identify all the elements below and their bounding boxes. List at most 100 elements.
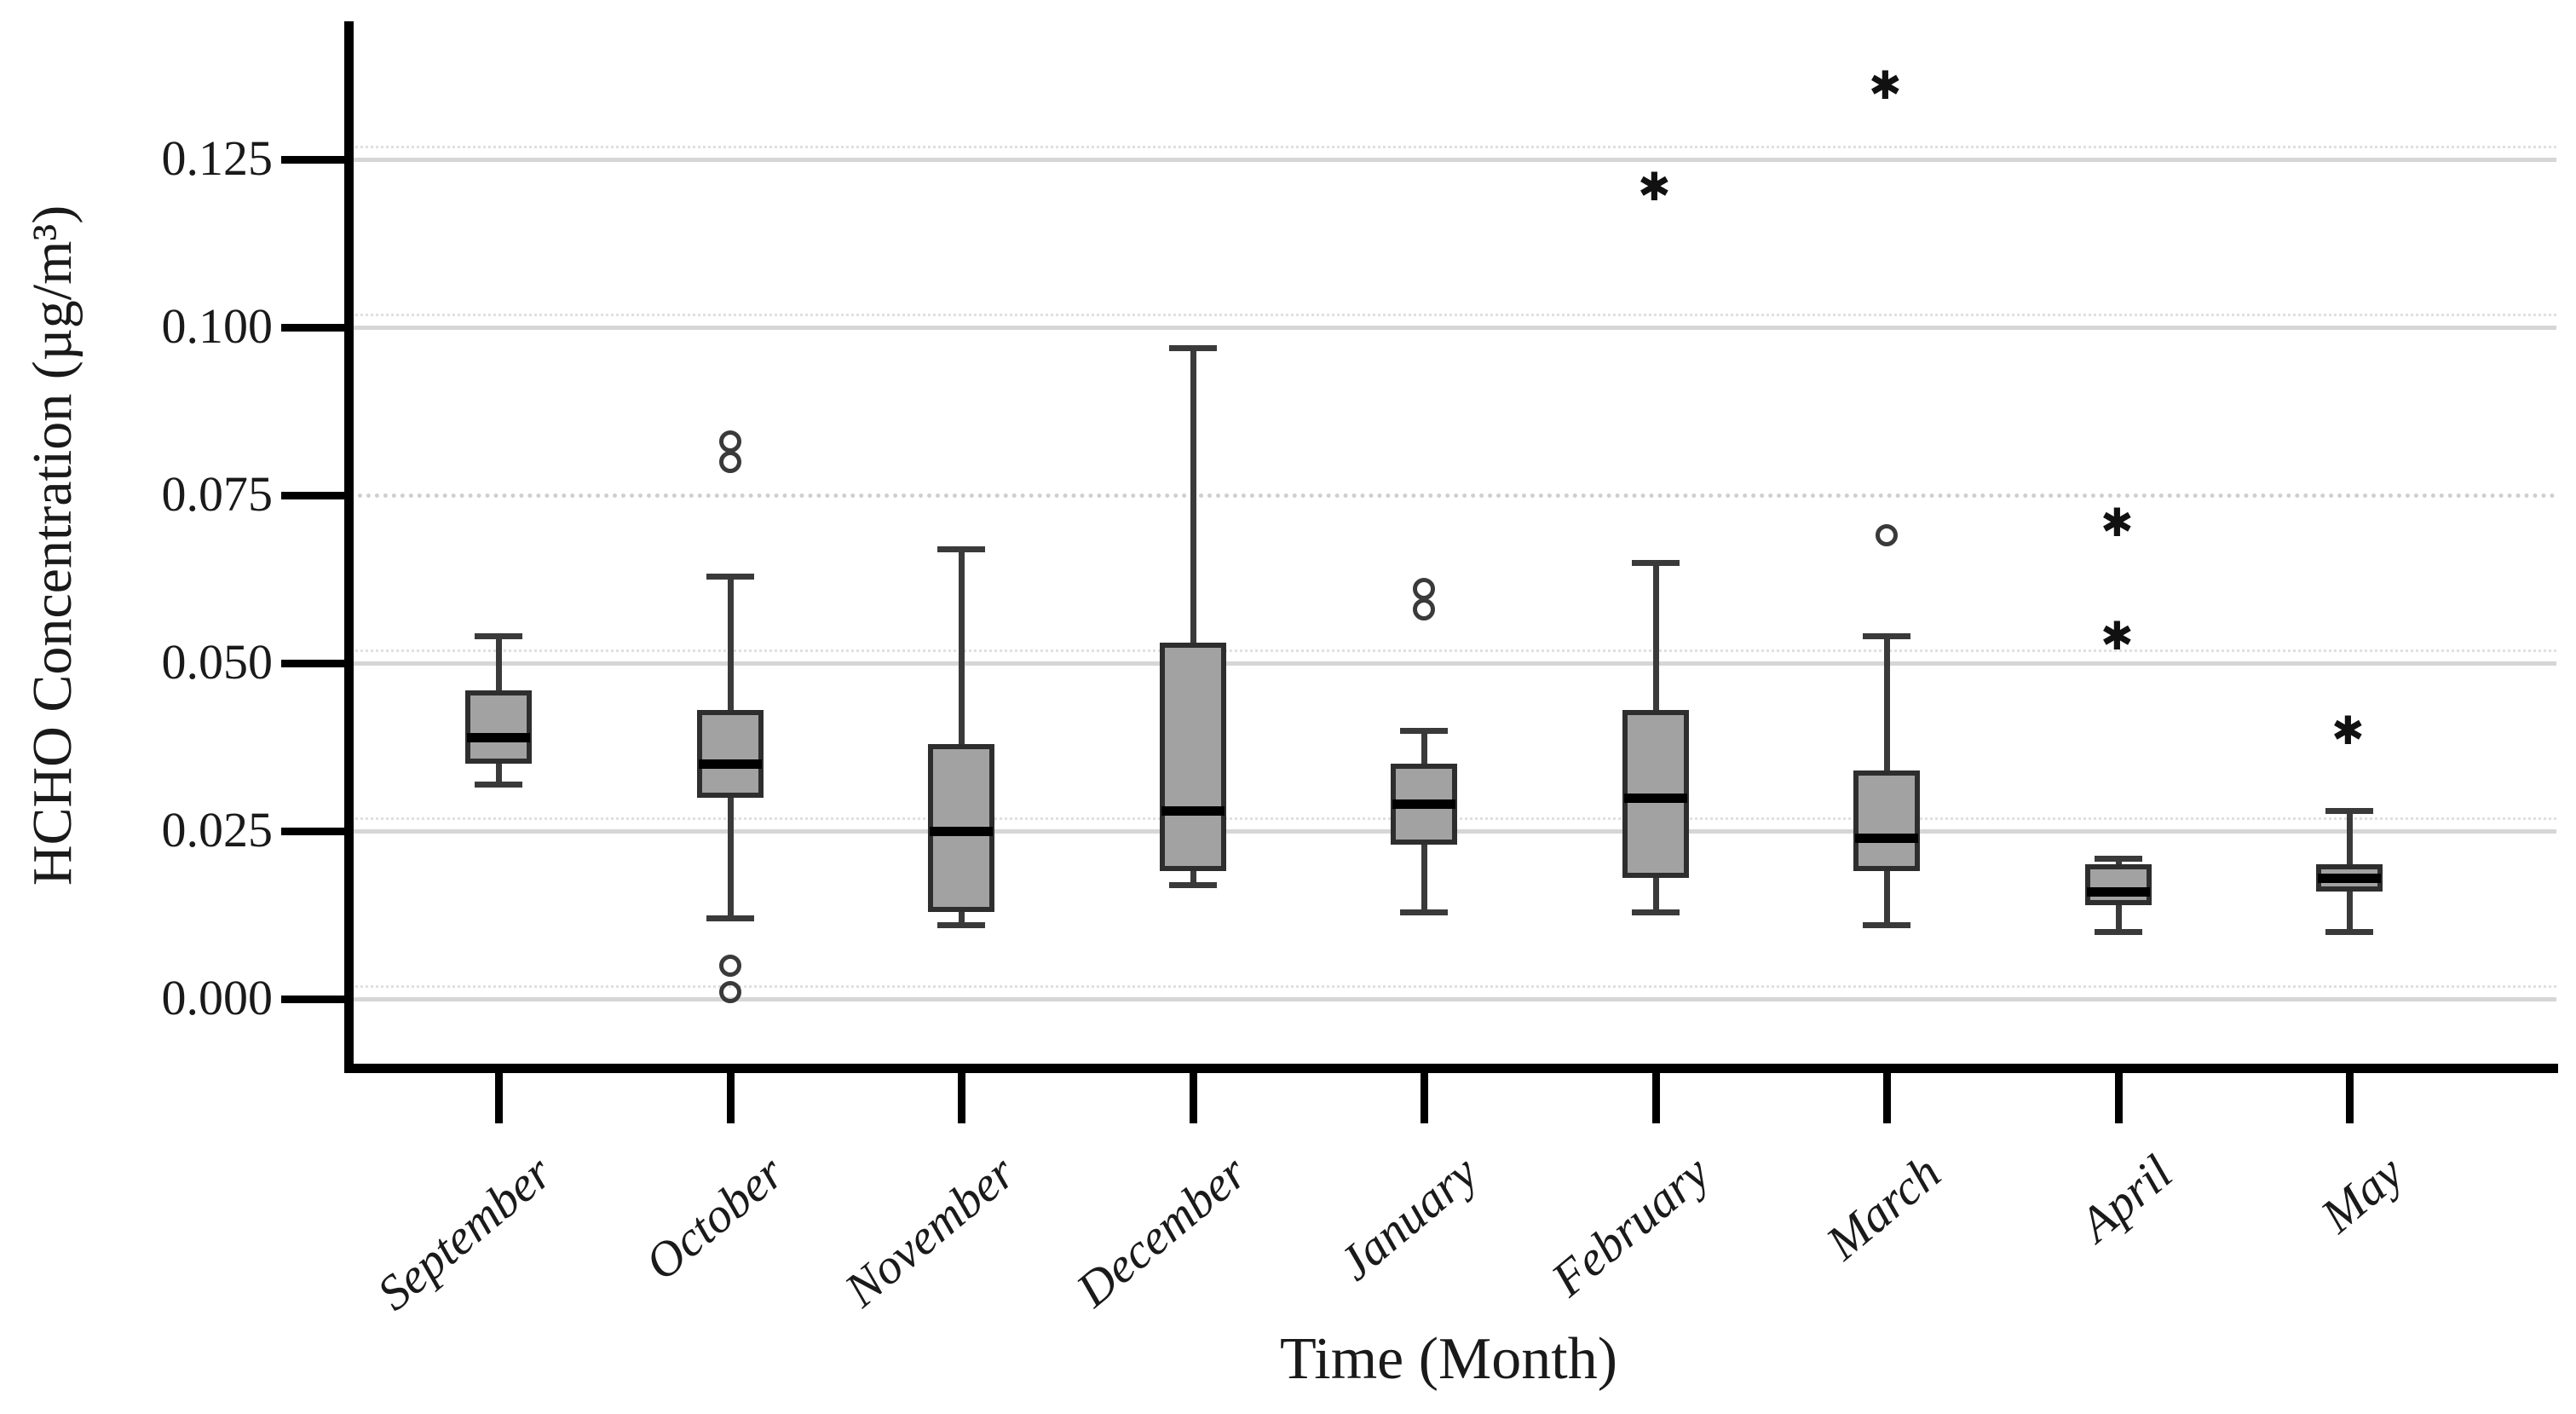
box-april bbox=[2085, 864, 2152, 905]
outlier-circle-march-0.069 bbox=[1876, 524, 1898, 546]
whisker-upper-october bbox=[728, 576, 734, 710]
whisker-cap-lower-november bbox=[937, 922, 985, 928]
median-april bbox=[2087, 887, 2150, 897]
y-tick-0.025 bbox=[281, 828, 349, 835]
gridline-dotted-0.050 bbox=[349, 649, 2556, 652]
x-tick-label-december: December bbox=[1065, 1144, 1257, 1318]
outlier-circle-october-0.08 bbox=[719, 451, 741, 473]
outlier-star-april-0.071: ✱ bbox=[2101, 499, 2134, 545]
whisker-cap-lower-january bbox=[1400, 909, 1448, 915]
x-tick-label-may: May bbox=[2310, 1144, 2413, 1244]
gridline-0.000 bbox=[349, 997, 2556, 1001]
y-tick-label-0.075: 0.075 bbox=[161, 466, 274, 522]
gridline-0.125 bbox=[349, 158, 2556, 162]
outlier-star-march-0.136: ✱ bbox=[1869, 62, 1902, 108]
y-axis-line bbox=[344, 21, 354, 1071]
whisker-cap-upper-may bbox=[2325, 808, 2373, 814]
whisker-upper-september bbox=[496, 636, 502, 690]
whisker-lower-december bbox=[1190, 871, 1196, 885]
x-tick-label-november: November bbox=[833, 1144, 1025, 1318]
x-tick-march bbox=[1883, 1071, 1891, 1123]
y-tick-0.075 bbox=[281, 492, 349, 499]
whisker-cap-upper-january bbox=[1400, 728, 1448, 734]
median-january bbox=[1392, 799, 1455, 809]
whisker-cap-upper-april bbox=[2095, 856, 2142, 862]
x-tick-label-april: April bbox=[2068, 1144, 2182, 1253]
x-axis-title: Time (Month) bbox=[1279, 1326, 1618, 1392]
whisker-lower-october bbox=[728, 798, 734, 918]
whisker-cap-lower-march bbox=[1863, 922, 1910, 928]
whisker-lower-may bbox=[2347, 892, 2353, 932]
median-november bbox=[930, 827, 993, 836]
whisker-lower-march bbox=[1884, 871, 1890, 925]
x-tick-january bbox=[1421, 1071, 1428, 1123]
gridline-dotted-0.100 bbox=[349, 314, 2556, 316]
x-tick-label-september: September bbox=[366, 1144, 562, 1321]
outlier-circle-january-0.058 bbox=[1413, 598, 1435, 620]
gridline-0.075 bbox=[349, 493, 2556, 498]
gridline-dotted-0.125 bbox=[349, 146, 2556, 148]
y-tick-label-0.025: 0.025 bbox=[161, 802, 274, 857]
median-october bbox=[699, 759, 762, 769]
median-may bbox=[2318, 874, 2381, 883]
whisker-cap-upper-november bbox=[937, 546, 985, 552]
whisker-lower-january bbox=[1421, 845, 1427, 912]
x-tick-label-march: March bbox=[1815, 1144, 1951, 1271]
y-tick-label-0.125: 0.125 bbox=[161, 130, 274, 186]
whisker-cap-upper-october bbox=[706, 574, 754, 580]
whisker-cap-lower-april bbox=[2095, 929, 2142, 935]
outlier-circle-january-0.061 bbox=[1413, 578, 1435, 600]
whisker-lower-november bbox=[959, 912, 965, 925]
outlier-star-may-0.04: ✱ bbox=[2331, 707, 2365, 753]
x-tick-label-october: October bbox=[634, 1144, 794, 1291]
median-september bbox=[467, 733, 530, 742]
x-tick-september bbox=[495, 1071, 503, 1123]
y-tick-0.125 bbox=[281, 156, 349, 164]
x-tick-label-january: January bbox=[1328, 1144, 1488, 1291]
whisker-cap-lower-october bbox=[706, 915, 754, 921]
x-tick-december bbox=[1190, 1071, 1197, 1123]
whisker-cap-lower-february bbox=[1632, 909, 1680, 915]
whisker-upper-november bbox=[959, 549, 965, 744]
outlier-circle-october-0.005 bbox=[719, 955, 741, 977]
whisker-upper-february bbox=[1653, 563, 1659, 710]
whisker-upper-may bbox=[2347, 811, 2353, 864]
median-december bbox=[1161, 806, 1225, 816]
whisker-cap-upper-march bbox=[1863, 633, 1910, 639]
y-tick-label-0.100: 0.100 bbox=[161, 298, 274, 354]
median-february bbox=[1624, 794, 1687, 803]
x-tick-november bbox=[958, 1071, 965, 1123]
x-tick-may bbox=[2346, 1071, 2354, 1123]
whisker-lower-february bbox=[1653, 878, 1659, 912]
outlier-star-april-0.054: ✱ bbox=[2101, 613, 2134, 659]
whisker-cap-upper-december bbox=[1169, 345, 1217, 351]
whisker-cap-upper-september bbox=[475, 633, 522, 639]
y-tick-0.100 bbox=[281, 324, 349, 332]
whisker-cap-lower-december bbox=[1169, 882, 1217, 888]
x-tick-april bbox=[2115, 1071, 2123, 1123]
box-march bbox=[1853, 770, 1920, 871]
median-march bbox=[1855, 834, 1918, 843]
outlier-star-february-0.121: ✱ bbox=[1638, 164, 1671, 210]
gridline-0.050 bbox=[349, 661, 2556, 666]
x-tick-october bbox=[727, 1071, 735, 1123]
y-tick-0.000 bbox=[281, 996, 349, 1003]
outlier-circle-october-0.083 bbox=[719, 430, 741, 453]
outlier-circle-october-0.001 bbox=[719, 981, 741, 1003]
gridline-0.100 bbox=[349, 326, 2556, 330]
x-tick-february bbox=[1652, 1071, 1660, 1123]
whisker-upper-march bbox=[1884, 636, 1890, 770]
y-tick-label-0.050: 0.050 bbox=[161, 634, 274, 690]
box-september bbox=[465, 690, 532, 764]
whisker-lower-april bbox=[2116, 905, 2122, 932]
x-tick-label-february: February bbox=[1541, 1144, 1720, 1307]
whisker-lower-september bbox=[496, 764, 502, 784]
box-december bbox=[1160, 643, 1226, 871]
whisker-cap-lower-september bbox=[475, 782, 522, 788]
x-axis-line bbox=[344, 1064, 2558, 1073]
y-tick-label-0.000: 0.000 bbox=[161, 970, 274, 1025]
whisker-cap-lower-may bbox=[2325, 929, 2373, 935]
whisker-upper-january bbox=[1421, 730, 1427, 764]
